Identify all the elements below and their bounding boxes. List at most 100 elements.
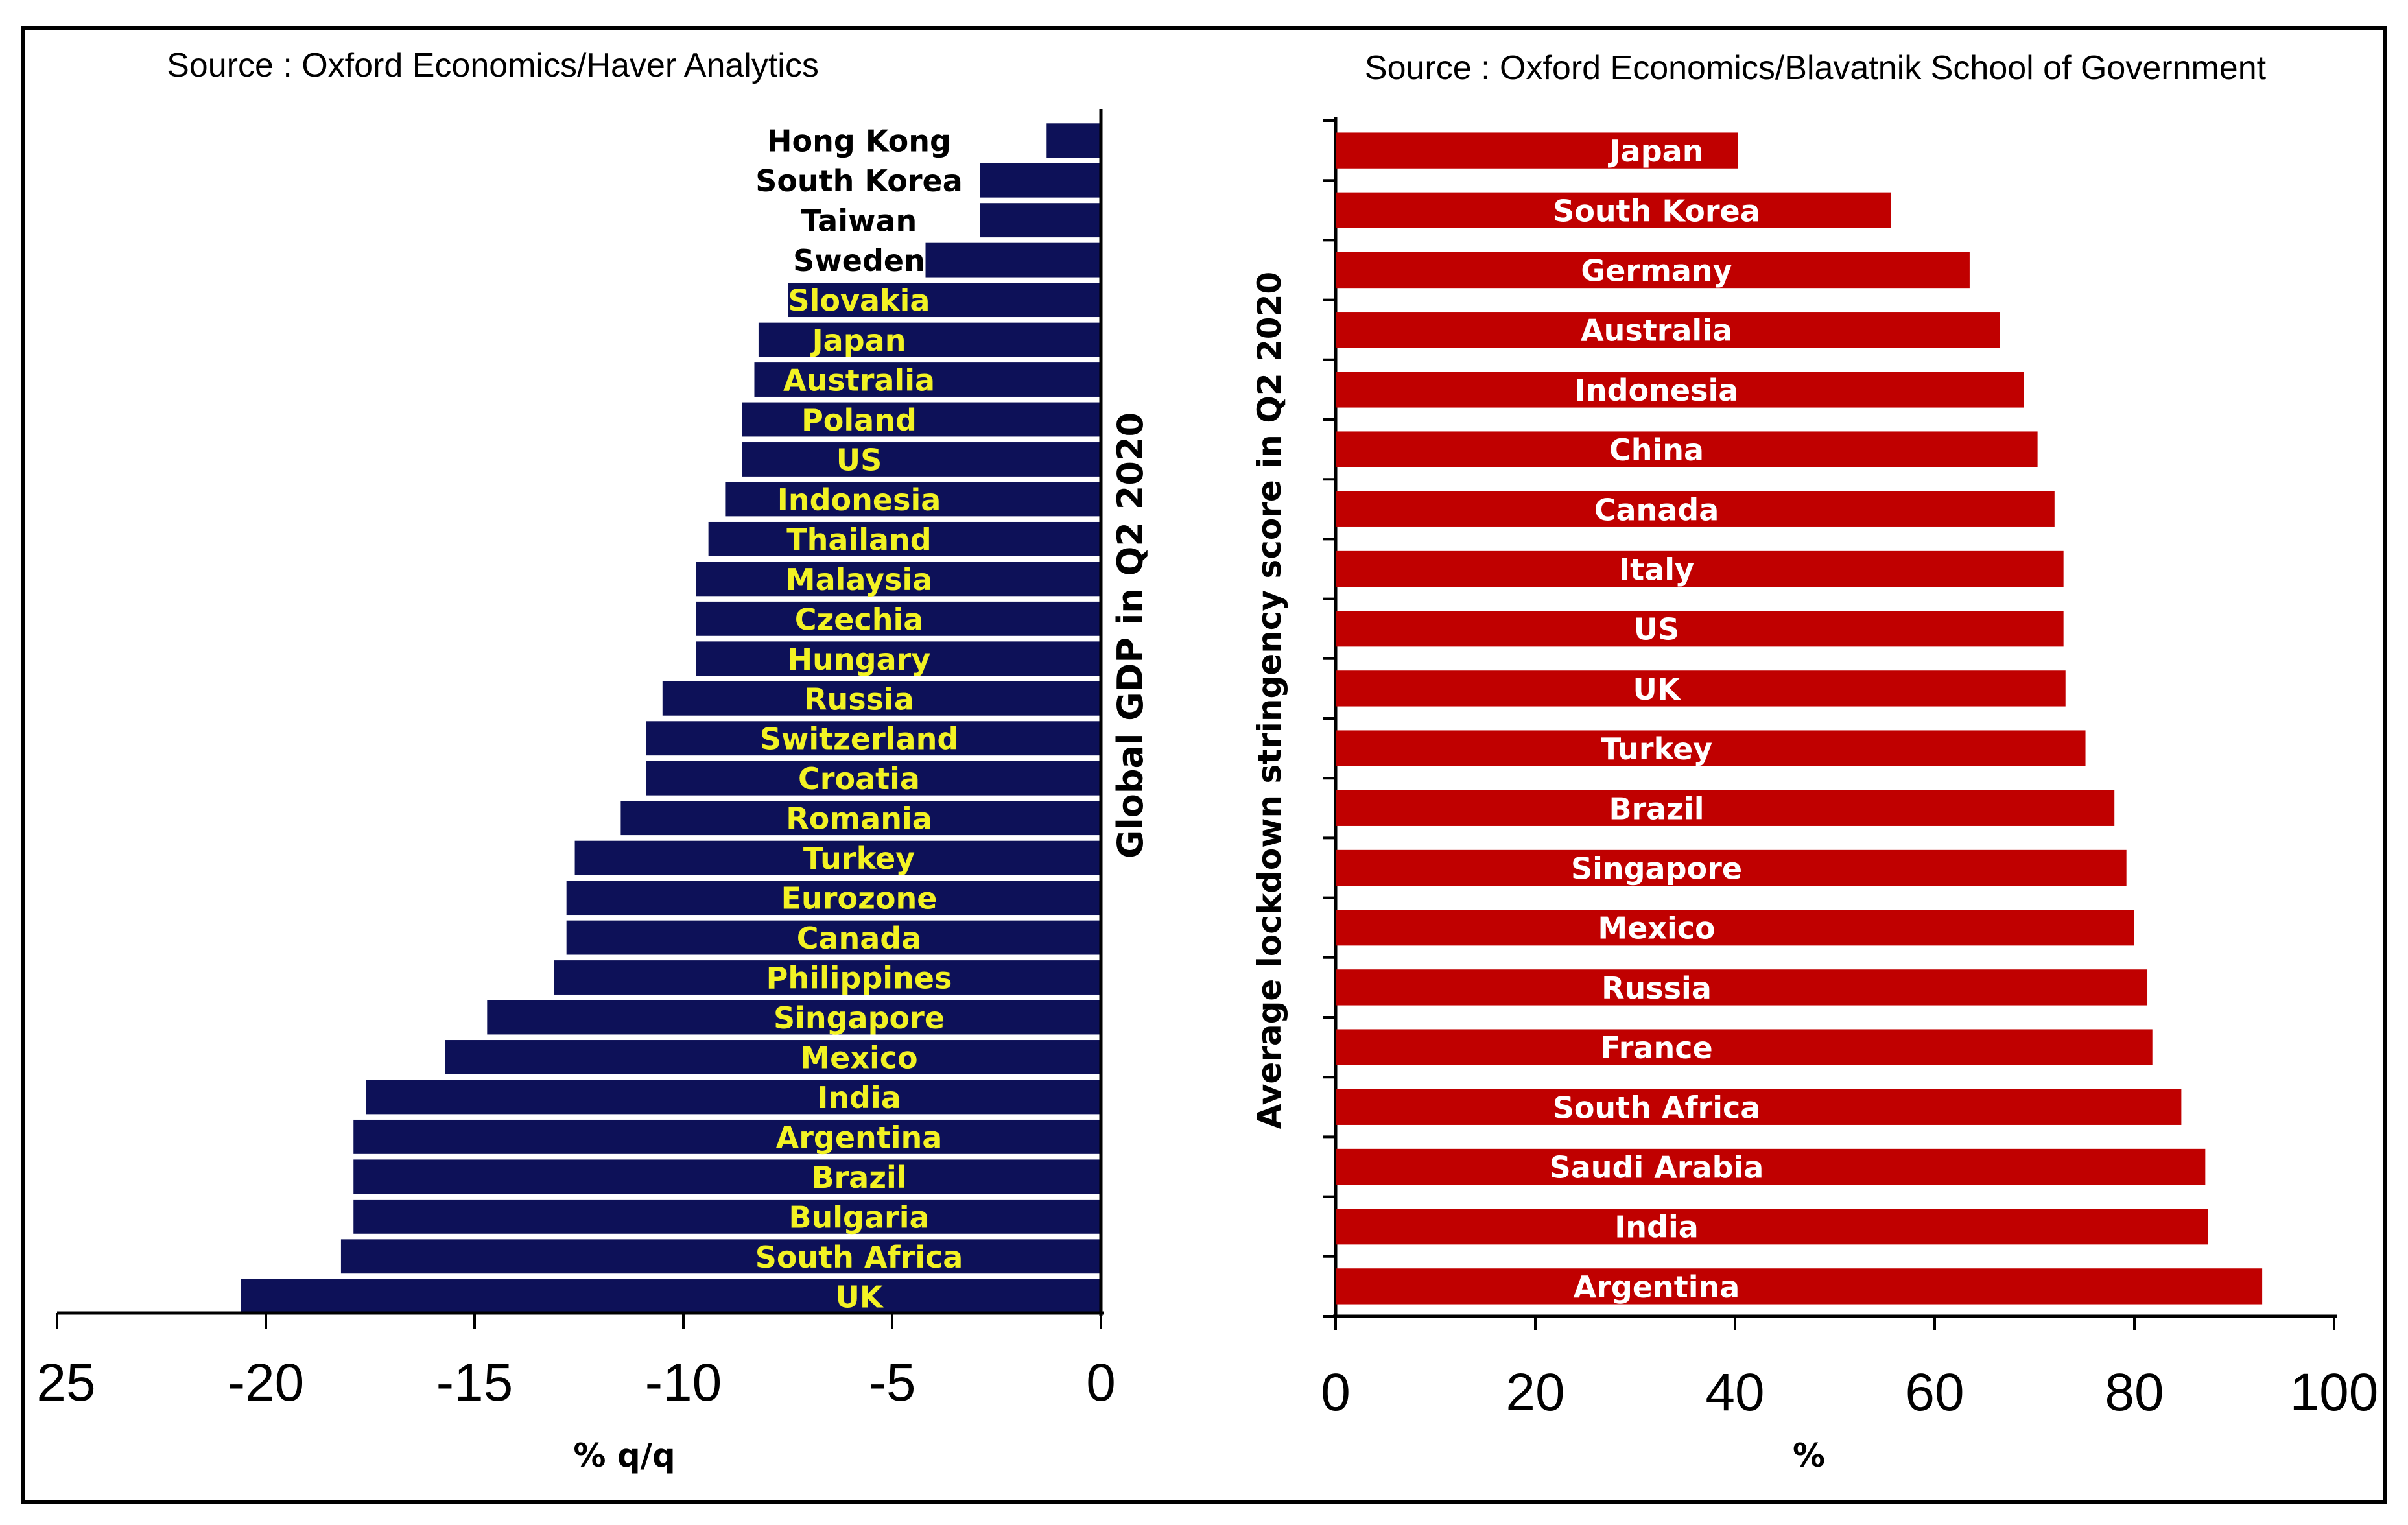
stringency-bar (1336, 670, 2066, 707)
gdp-bar-label: Malaysia (786, 562, 932, 597)
stringency-bar-label: Italy (1619, 552, 1694, 587)
gdp-bar (980, 163, 1101, 198)
right-x-tick-label: 40 (1705, 1363, 1764, 1422)
stringency-bar (1336, 969, 2148, 1006)
left-x-tick-label: -10 (645, 1353, 722, 1412)
left-x-tick-label: -15 (436, 1353, 513, 1412)
gdp-bar (696, 641, 1101, 676)
gdp-bar (353, 1199, 1101, 1234)
stringency-bar-label: Russia (1601, 971, 1712, 1006)
stringency-bar (1336, 1089, 2182, 1125)
stringency-bar-label: Turkey (1601, 731, 1712, 766)
gdp-bar-label: Philippines (766, 961, 952, 996)
stringency-bar-label: Brazil (1609, 791, 1704, 826)
gdp-bar-label: Croatia (798, 761, 920, 796)
stringency-bar-label: Canada (1594, 492, 1719, 527)
stringency-bar-label: UK (1633, 672, 1682, 707)
gdp-bar (487, 1000, 1101, 1035)
gdp-bar-label: Indonesia (777, 482, 941, 517)
gdp-bar (696, 601, 1101, 636)
stringency-bar (1336, 790, 2115, 826)
gdp-bar-label: Eurozone (781, 881, 938, 916)
left-x-tick-label: 0 (1086, 1353, 1116, 1412)
gdp-bar (340, 1239, 1102, 1274)
gdp-bar (925, 242, 1101, 278)
gdp-bar (788, 283, 1101, 318)
left-x-axis-label: % q/q (573, 1437, 675, 1474)
gdp-bar-label: US (836, 442, 882, 477)
gdp-bar-label: Canada (797, 921, 922, 956)
right-source-text: Source : Oxford Economics/Blavatnik Scho… (1365, 49, 2267, 87)
stringency-bar (1336, 491, 2055, 527)
gdp-bar-label: Taiwan (801, 204, 917, 239)
gdp-bar-label: Thailand (786, 522, 931, 557)
stringency-bar (1336, 1148, 2206, 1185)
left-plot: Hong Kong South Korea Taiwan Sweden Slovakia… (36, 109, 1116, 1412)
left-x-tick-label: -20 (228, 1353, 305, 1412)
stringency-bar-label: Indonesia (1575, 373, 1739, 408)
gdp-bar-label: Argentina (776, 1120, 943, 1155)
stringency-bar (1336, 730, 2086, 766)
stringency-bar (1336, 372, 2024, 408)
gdp-bar-label: Japan (810, 323, 906, 358)
gdp-bar-label: Russia (804, 681, 914, 716)
gdp-bar-label: Romania (786, 801, 932, 836)
gdp-bar-label: Mexico (800, 1040, 917, 1075)
gdp-bar-label: Brazil (811, 1160, 906, 1195)
stringency-bar (1336, 910, 2134, 946)
gdp-bar (445, 1040, 1101, 1074)
right-x-tick-label: 0 (1321, 1363, 1351, 1422)
stringency-bar (1336, 192, 1891, 228)
gdp-bar-label: India (817, 1080, 901, 1115)
stringency-bar-label: India (1614, 1210, 1699, 1245)
gdp-bar-label: Singapore (773, 1000, 945, 1035)
stringency-bar-label: US (1634, 612, 1679, 647)
stringency-bar-label: Australia (1581, 313, 1732, 348)
gdp-bar-label: Turkey (803, 841, 915, 876)
gdp-bar-label: Hungary (788, 642, 931, 677)
gdp-bar (758, 322, 1101, 357)
gdp-bar (742, 402, 1101, 437)
stringency-bar (1336, 312, 2000, 348)
gdp-bar (566, 920, 1101, 955)
gdp-bar (754, 362, 1101, 397)
right-plot: Japan South Korea Germany Australia Indonesi… (1321, 117, 2378, 1422)
stringency-bar-label: Saudi Arabia (1550, 1150, 1764, 1185)
stringency-bar (1336, 252, 1970, 289)
gdp-bar (574, 840, 1101, 875)
gdp-bar (696, 562, 1101, 597)
gdp-bar-label: Hong Kong (767, 124, 951, 159)
gdp-bar (662, 681, 1101, 716)
stringency-bar (1336, 611, 2064, 647)
gdp-bar-label: Slovakia (788, 283, 930, 318)
gdp-bar-label: UK (836, 1279, 884, 1314)
right-x-axis-label: % (1793, 1437, 1825, 1474)
left-source-text: Source : Oxford Economics/Haver Analytic… (167, 47, 819, 84)
stringency-bar-label: Mexico (1598, 911, 1715, 946)
stringency-bar-label: South Korea (1553, 193, 1760, 228)
stringency-bar-label: South Africa (1553, 1090, 1761, 1125)
stringency-bar-label: France (1600, 1030, 1712, 1065)
gdp-bar (1046, 123, 1101, 158)
gdp-bar (980, 203, 1101, 238)
stringency-bar-label: China (1609, 432, 1704, 467)
gdp-bar-label: Sweden (793, 243, 925, 278)
gdp-bar (353, 1119, 1101, 1154)
stringency-bar-label: Japan (1608, 134, 1704, 169)
gdp-bar (366, 1080, 1101, 1115)
gdp-bar (725, 482, 1101, 517)
stringency-bar (1336, 132, 1738, 169)
gdp-bar (646, 761, 1101, 796)
gdp-bar-label: Czechia (795, 602, 924, 637)
stringency-bar (1336, 431, 2038, 467)
right-x-tick-label: 60 (1905, 1363, 1964, 1422)
stringency-bar-label: Argentina (1574, 1270, 1740, 1305)
gdp-bar (241, 1279, 1101, 1314)
gdp-bar (566, 881, 1101, 916)
right-x-tick-label: 80 (2105, 1363, 2164, 1422)
stringency-bar-label: Germany (1581, 254, 1732, 289)
gdp-bar-label: Poland (801, 403, 917, 438)
right-y-axis-label: Average lockdown stringency score in Q2 … (1251, 272, 1288, 1129)
gdp-bar (554, 960, 1101, 995)
